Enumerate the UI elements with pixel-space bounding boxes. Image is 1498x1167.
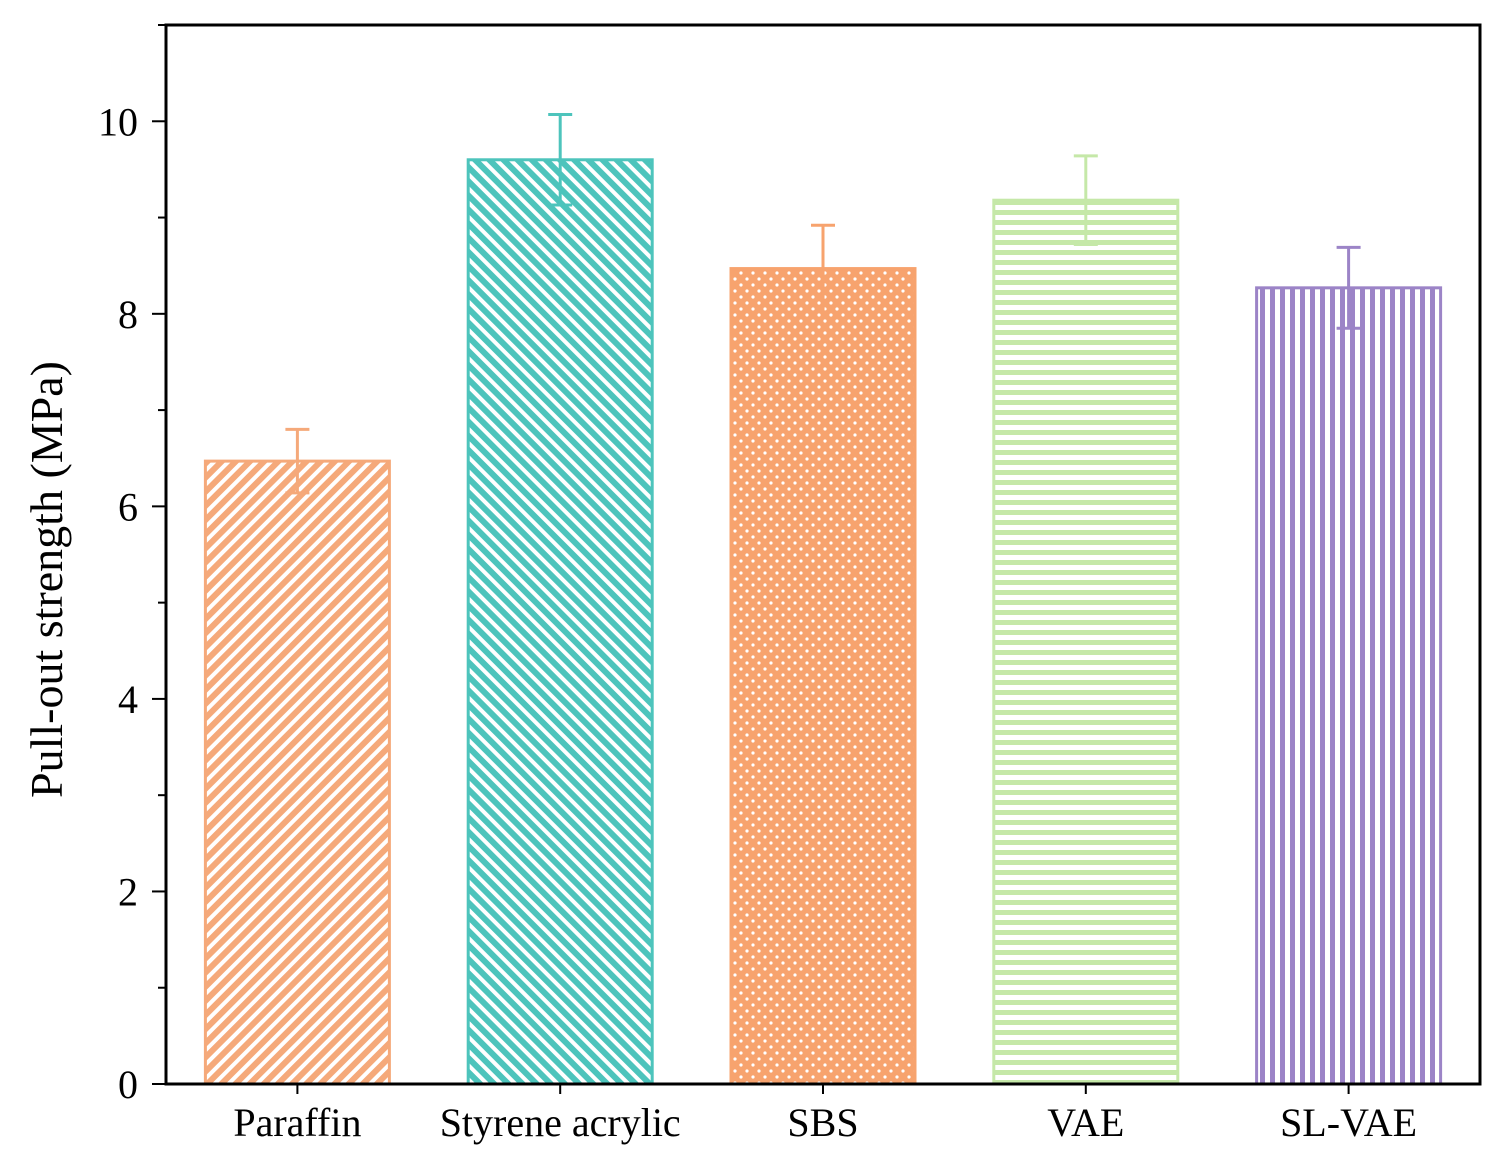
error-bar-paraffin [285,427,310,495]
bar-sl-vae [1255,286,1443,1086]
y-tick-label: 2 [118,869,138,914]
y-tick-label: 6 [118,484,138,529]
x-tick-label: VAE [1047,1100,1124,1145]
error-bar-sbs [811,223,835,314]
y-tick-label: 10 [98,99,138,144]
bar-sbs [729,267,917,1086]
bar-paraffin [203,459,391,1086]
y-tick-label: 8 [118,292,138,337]
error-bar-sl-vae [1336,245,1361,330]
x-tick-label: SL-VAE [1280,1100,1417,1145]
error-bars-layer [285,113,1361,495]
x-tick-label: Styrene acrylic [440,1100,681,1145]
y-axis: 0 2 4 6 8 10 [98,24,166,1107]
x-axis: Paraffin Styrene acrylic SBS VAE SL-VAE [233,1084,1417,1145]
y-tick-label: 4 [118,677,138,722]
bar-vae [992,198,1180,1086]
y-tick-label: 0 [118,1062,138,1107]
y-axis-label: Pull-out strength (MPa) [21,361,72,798]
bar-styrene-acrylic [466,158,654,1086]
error-bar-vae [1073,154,1098,247]
x-tick-label: Paraffin [233,1100,361,1145]
x-tick-label: SBS [787,1100,858,1145]
error-bar-styrene-acrylic [548,113,573,207]
